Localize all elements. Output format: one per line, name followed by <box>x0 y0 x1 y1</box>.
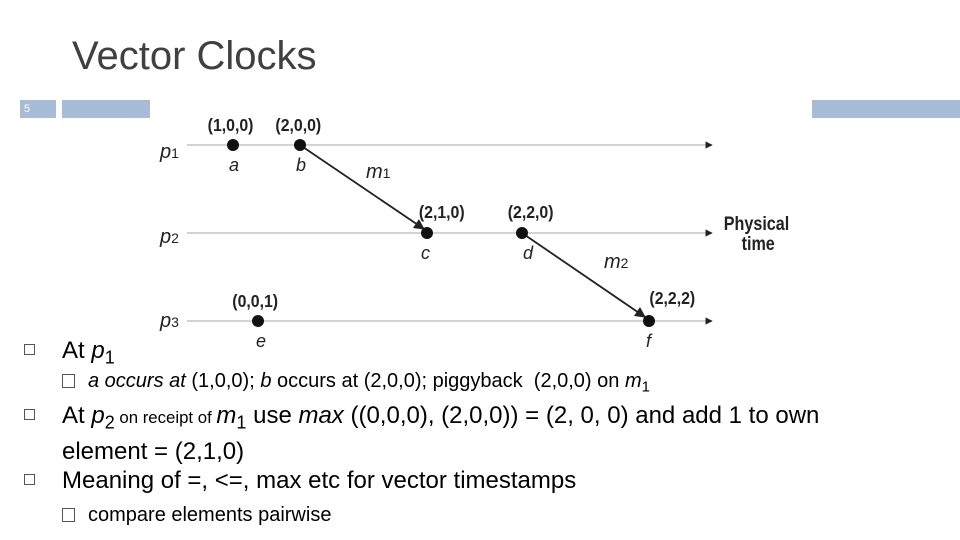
bullet-marker <box>24 409 35 420</box>
header-bar <box>62 100 150 118</box>
text-run: Meaning of =, <=, max etc for vector tim… <box>62 467 577 494</box>
text-run: p <box>91 337 105 364</box>
text-run: (1,0,0); <box>185 370 261 392</box>
event-dot <box>643 315 655 327</box>
event-dot <box>227 139 239 151</box>
bullet: At p1 <box>24 336 892 372</box>
event-dot <box>252 315 264 327</box>
text-run: ((0,0,0), (2,0,0)) = (2, 0, 0) and add 1… <box>62 402 827 466</box>
message-arrow <box>521 232 646 318</box>
timestamp: (1,0,0) <box>208 115 254 135</box>
timestamp: (2,2,0) <box>508 202 554 222</box>
text-run: m <box>216 402 237 429</box>
bullet: Meaning of =, <=, max etc for vector tim… <box>24 466 892 495</box>
text-run: on receipt of <box>114 408 217 427</box>
event-label: f <box>646 331 653 351</box>
bullet-marker <box>24 474 35 485</box>
text-run: 2 <box>104 412 115 433</box>
bullet-marker <box>24 344 35 355</box>
event-dot <box>516 227 528 239</box>
axis-label: time <box>742 233 775 255</box>
event-dot <box>421 227 433 239</box>
diagram-background <box>150 100 812 350</box>
event-label: a <box>229 155 239 175</box>
timestamp: (0,0,1) <box>232 291 278 311</box>
text-run: At <box>62 337 92 364</box>
message-arrow <box>299 144 425 230</box>
process-label: p2 <box>159 226 179 248</box>
text-run: occurs at <box>99 370 186 392</box>
event-dot <box>294 139 306 151</box>
text-run: m <box>624 370 642 392</box>
header-bar <box>812 100 960 118</box>
text-run: occurs at (2,0,0); piggyback (2,0,0) on <box>271 370 625 392</box>
bullet-marker <box>62 374 75 388</box>
text-run: At <box>62 402 92 429</box>
text-run: max <box>298 402 344 429</box>
event-label: c <box>421 243 430 263</box>
event-label: d <box>523 243 534 263</box>
axis-label: Physical <box>724 213 790 235</box>
message-label: m2 <box>604 251 629 273</box>
slide-number: 5 <box>24 103 31 115</box>
message-label: m1 <box>366 161 391 183</box>
process-label: p3 <box>159 310 179 332</box>
timestamp: (2,2,2) <box>649 288 695 308</box>
text-run: compare elements pairwise <box>88 504 332 526</box>
text-run: 1 <box>236 412 247 433</box>
timestamp: (2,1,0) <box>419 202 465 222</box>
text-run: b <box>260 370 272 392</box>
text-run: 1 <box>104 347 115 368</box>
text-run: p <box>91 402 105 429</box>
header-bar <box>20 100 56 118</box>
event-label: b <box>296 155 306 175</box>
text-run: use <box>246 402 299 429</box>
bullet-marker <box>62 508 75 522</box>
slide-title: Vector Clocks <box>72 34 317 78</box>
event-label: e <box>256 331 266 351</box>
process-label: p1 <box>159 141 179 163</box>
text-run: 1 <box>641 378 650 396</box>
bullet: a occurs at (1,0,0); b occurs at (2,0,0)… <box>62 369 888 400</box>
text-run: a <box>88 370 100 392</box>
bullet: At p2 on receipt of m1 use max ((0,0,0),… <box>24 401 892 466</box>
bullet: compare elements pairwise <box>62 503 888 527</box>
timestamp: (2,0,0) <box>275 115 321 135</box>
